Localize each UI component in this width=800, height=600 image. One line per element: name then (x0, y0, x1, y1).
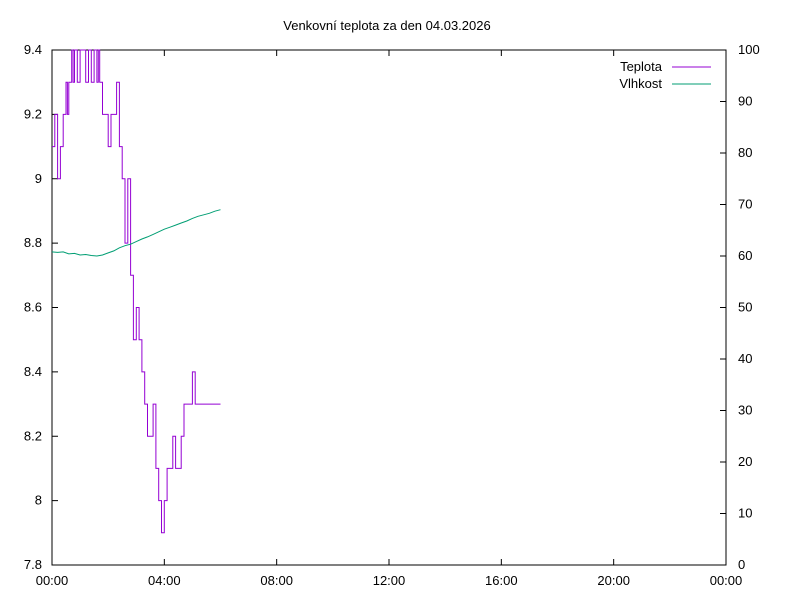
y2-tick-label: 10 (738, 506, 752, 521)
legend: Teplota Vlhkost (619, 59, 711, 91)
plot-frame (51, 49, 727, 566)
y2-tick-label: 30 (738, 403, 752, 418)
y2-tick-label: 20 (738, 454, 752, 469)
legend-label-teplota: Teplota (620, 59, 663, 74)
y2-tick-label: 80 (738, 145, 752, 160)
x-tick-label: 04:00 (148, 573, 181, 588)
series-line-teplota (52, 49, 221, 534)
y1-tick-label: 7.8 (24, 557, 42, 572)
x-tick-label: 00:00 (710, 573, 743, 588)
x-tick-label: 16:00 (485, 573, 518, 588)
y1-tick-label: 8.2 (24, 428, 42, 443)
y2-tick-label: 100 (738, 42, 760, 57)
y2-tick-label: 40 (738, 351, 752, 366)
y2-tick-label: 50 (738, 300, 752, 315)
y1-tick-labels: 9.4 9.2 9 8.8 8.6 8.4 8.2 8 7.8 (24, 42, 42, 572)
y2-tick-label: 60 (738, 248, 752, 263)
y1-tick-label: 8.6 (24, 300, 42, 315)
x-tick-label: 20:00 (597, 573, 630, 588)
y1-tick-label: 8 (35, 493, 42, 508)
series-line-vlhkost (51, 209, 221, 257)
y1-tick-label: 8.4 (24, 364, 42, 379)
x-tick-label: 00:00 (36, 573, 69, 588)
y2-tick-label: 90 (738, 94, 752, 109)
y1-tick-label: 8.8 (24, 235, 42, 250)
series-layer (51, 49, 221, 534)
x-tick-label: 12:00 (373, 573, 406, 588)
legend-label-vlhkost: Vlhkost (619, 76, 662, 91)
y2-tick-label: 0 (738, 557, 745, 572)
y1-tick-label: 9 (35, 171, 42, 186)
y1-tick-label: 9.4 (24, 42, 42, 57)
chart-title: Venkovní teplota za den 04.03.2026 (283, 18, 490, 33)
y2-tick-label: 70 (738, 197, 752, 212)
x-tick-labels: 00:00 04:00 08:00 12:00 16:00 20:00 00:00 (36, 573, 743, 588)
tick-marks (51, 49, 727, 566)
y1-tick-label: 9.2 (24, 106, 42, 121)
x-tick-label: 08:00 (260, 573, 293, 588)
